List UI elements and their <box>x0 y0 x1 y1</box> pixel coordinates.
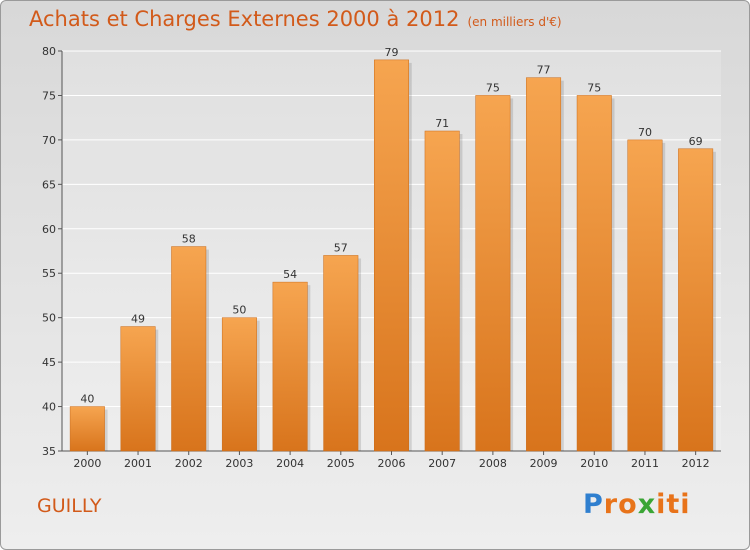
logo-letter: i <box>656 489 667 520</box>
bar-2002 <box>171 246 207 452</box>
y-tick-label: 75 <box>42 89 56 102</box>
data-label-2003: 50 <box>232 304 246 317</box>
x-tick-label-2008: 2008 <box>479 457 507 470</box>
x-tick-label-2001: 2001 <box>124 457 152 470</box>
y-tick-label: 65 <box>42 178 56 191</box>
data-label-2012: 69 <box>689 135 703 148</box>
y-tick-label: 40 <box>42 401 56 414</box>
bar-2004 <box>272 281 308 452</box>
logo-letter: i <box>680 489 691 520</box>
logo-letter: x <box>637 489 657 520</box>
chart-title: Achats et Charges Externes 2000 à 2012 (e… <box>29 7 562 31</box>
chart-title-text: Achats et Charges Externes 2000 à 2012 <box>29 7 460 31</box>
data-labels: 40 49 58 50 54 57 79 71 75 77 75 70 69 <box>80 46 702 406</box>
bar-2006 <box>374 59 409 452</box>
data-label-2008: 75 <box>486 81 500 94</box>
data-label-2000: 40 <box>80 393 94 406</box>
x-tick-label-2000: 2000 <box>73 457 101 470</box>
x-tick-label-2010: 2010 <box>580 457 608 470</box>
x-tick-label-2011: 2011 <box>631 457 659 470</box>
data-label-2005: 57 <box>334 241 348 254</box>
y-tick-label: 60 <box>42 223 56 236</box>
data-label-2011: 70 <box>638 126 652 139</box>
data-label-2006: 79 <box>385 46 399 59</box>
bar-2000 <box>69 406 105 452</box>
data-label-2002: 58 <box>182 233 196 246</box>
x-tick-label-2009: 2009 <box>530 457 558 470</box>
y-tick-label: 80 <box>42 45 56 58</box>
bar-2001 <box>120 326 156 452</box>
x-tick-label-2012: 2012 <box>682 457 710 470</box>
data-label-2004: 54 <box>283 268 297 281</box>
x-tick-label-2007: 2007 <box>428 457 456 470</box>
x-tick-label-2004: 2004 <box>276 457 304 470</box>
bar-2010 <box>576 95 612 452</box>
y-tick-label: 70 <box>42 134 56 147</box>
logo-letter: r <box>603 489 619 520</box>
bar-2012 <box>678 148 714 452</box>
town-name: GUILLY <box>37 495 102 517</box>
x-tick-label-2003: 2003 <box>225 457 253 470</box>
x-tick-label-2006: 2006 <box>378 457 406 470</box>
proxiti-logo: Proxiti <box>583 489 691 520</box>
chart-subtitle: (en milliers d'€) <box>467 15 562 29</box>
bar-2005 <box>323 255 359 452</box>
logo-letter: P <box>583 489 604 520</box>
x-tick-label-2005: 2005 <box>327 457 355 470</box>
data-label-2009: 77 <box>537 64 551 77</box>
logo-letter: o <box>618 489 638 520</box>
y-tick-label: 50 <box>42 312 56 325</box>
bar-2003 <box>221 317 257 452</box>
x-tick-label-2002: 2002 <box>175 457 203 470</box>
bar-2009 <box>526 77 562 452</box>
y-tick-label: 45 <box>42 356 56 369</box>
data-label-2007: 71 <box>435 117 449 130</box>
bar-2008 <box>475 95 511 452</box>
data-label-2001: 49 <box>131 313 145 326</box>
bars <box>69 59 716 452</box>
bar-2007 <box>424 130 460 452</box>
y-tick-label: 55 <box>42 267 56 280</box>
y-tick-label: 35 <box>42 445 56 458</box>
logo-letter: t <box>666 489 681 520</box>
data-label-2010: 75 <box>587 81 601 94</box>
bar-2011 <box>627 139 663 452</box>
